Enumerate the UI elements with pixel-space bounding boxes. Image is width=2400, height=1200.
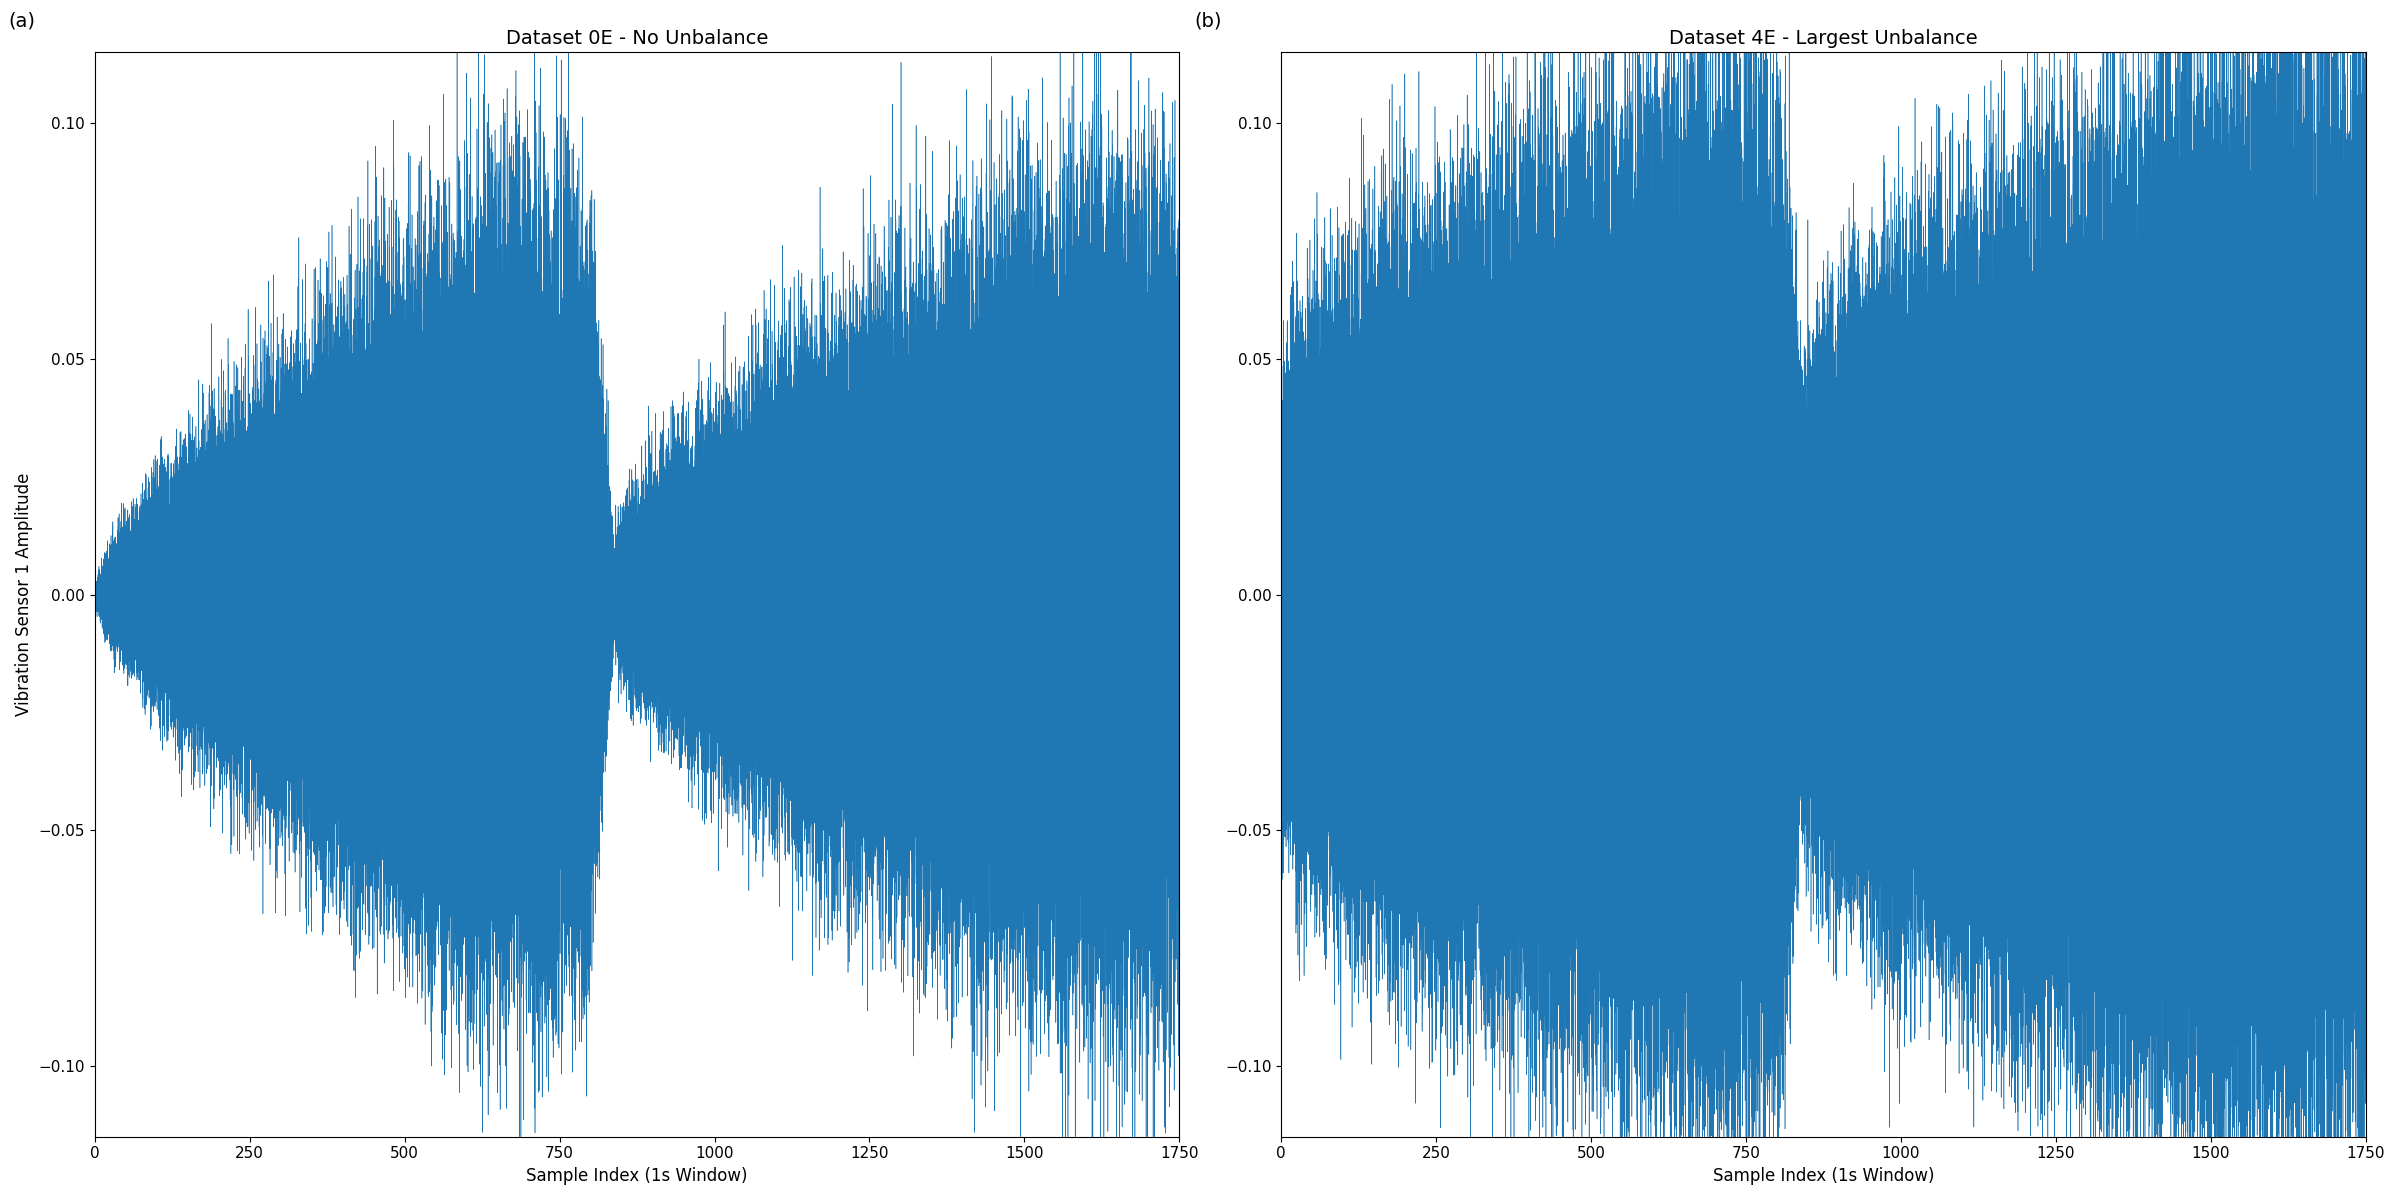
- Title: Dataset 0E - No Unbalance: Dataset 0E - No Unbalance: [506, 29, 768, 48]
- X-axis label: Sample Index (1s Window): Sample Index (1s Window): [526, 1166, 749, 1184]
- Text: (a): (a): [7, 12, 36, 31]
- X-axis label: Sample Index (1s Window): Sample Index (1s Window): [1714, 1166, 1934, 1184]
- Title: Dataset 4E - Largest Unbalance: Dataset 4E - Largest Unbalance: [1668, 29, 1978, 48]
- Text: (b): (b): [1195, 12, 1222, 31]
- Y-axis label: Vibration Sensor 1 Amplitude: Vibration Sensor 1 Amplitude: [14, 473, 34, 716]
